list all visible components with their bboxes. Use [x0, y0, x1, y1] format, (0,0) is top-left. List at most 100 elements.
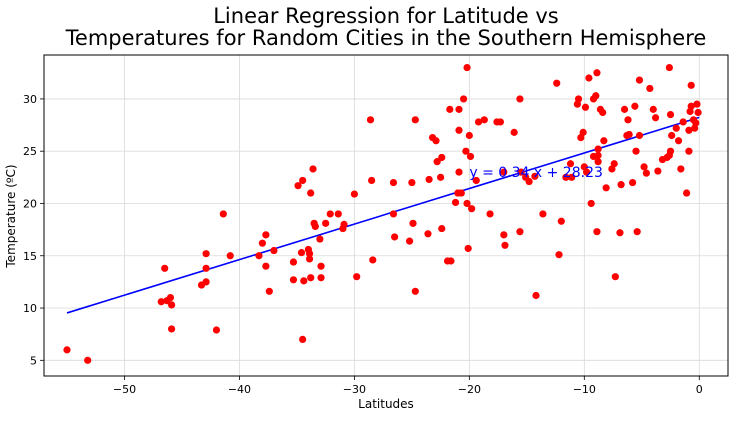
data-point — [446, 105, 454, 113]
data-point — [649, 105, 657, 113]
data-point — [350, 190, 358, 198]
x-tick-label: 0 — [696, 383, 703, 396]
data-point — [610, 160, 618, 168]
data-point — [635, 131, 644, 140]
regression-layer — [66, 116, 700, 314]
data-point — [322, 219, 330, 227]
data-point — [447, 257, 455, 265]
data-point — [555, 251, 563, 259]
data-point — [63, 346, 71, 354]
data-point — [366, 116, 375, 124]
data-point — [455, 105, 463, 113]
data-point — [309, 165, 317, 173]
data-point — [594, 145, 602, 153]
data-point — [635, 76, 644, 84]
data-point — [305, 255, 314, 263]
data-point — [579, 128, 587, 136]
data-point — [465, 131, 473, 140]
data-point — [305, 250, 314, 258]
data-point — [510, 128, 518, 136]
data-point — [161, 264, 169, 272]
data-point — [168, 325, 176, 333]
data-point — [300, 277, 308, 285]
data-point — [583, 168, 591, 176]
data-point — [581, 103, 590, 111]
data-point — [553, 79, 561, 87]
data-point — [202, 250, 210, 258]
data-point — [592, 92, 600, 100]
data-point — [594, 158, 602, 166]
data-point — [369, 256, 377, 264]
data-point — [463, 63, 471, 72]
data-point — [568, 173, 576, 181]
regression-line — [66, 116, 700, 314]
data-point — [464, 244, 472, 253]
data-point — [307, 189, 315, 197]
data-point — [665, 63, 673, 72]
data-point — [672, 124, 680, 132]
data-point — [391, 233, 399, 241]
x-axis-title: Latitudes — [358, 397, 414, 411]
data-points-layer — [63, 63, 702, 364]
data-point — [562, 173, 570, 181]
data-point — [632, 147, 640, 155]
data-point — [501, 241, 509, 249]
data-point — [202, 278, 210, 286]
data-point — [432, 137, 440, 145]
data-point — [625, 130, 633, 139]
y-tick-label: 5 — [30, 354, 37, 367]
data-point — [666, 147, 675, 155]
data-point — [166, 293, 175, 302]
data-point — [340, 220, 348, 228]
data-point — [616, 229, 624, 237]
x-axis: −50 −40 −30 −20 −10 0 — [113, 376, 703, 396]
data-point — [525, 177, 533, 186]
data-point — [687, 102, 695, 110]
data-point — [593, 228, 601, 236]
data-point — [611, 273, 619, 281]
data-point — [317, 262, 325, 270]
data-point — [640, 163, 648, 171]
data-point — [532, 291, 540, 300]
y-tick-label: 25 — [23, 145, 37, 158]
data-point — [457, 189, 465, 197]
data-point — [212, 326, 221, 334]
data-point — [389, 178, 398, 187]
data-point — [500, 231, 508, 239]
data-point — [84, 356, 92, 364]
data-point — [474, 118, 483, 126]
y-tick-label: 20 — [23, 197, 37, 210]
data-point — [405, 237, 414, 245]
data-point — [685, 126, 693, 134]
data-point — [297, 249, 306, 257]
data-point — [531, 172, 539, 180]
data-point — [317, 274, 325, 282]
data-point — [157, 298, 165, 306]
data-point — [168, 301, 176, 309]
data-point — [258, 239, 267, 247]
y-axis: 5 10 15 20 25 30 — [23, 93, 44, 367]
data-point — [694, 108, 702, 117]
x-tick-label: −10 — [573, 383, 596, 396]
data-point — [270, 246, 278, 255]
y-axis-title: Temperature (ºC) — [4, 164, 18, 268]
data-point — [687, 81, 695, 89]
x-tick-label: −50 — [113, 383, 136, 396]
data-point — [455, 168, 463, 176]
data-point — [411, 116, 419, 124]
data-point — [642, 169, 650, 177]
data-point — [472, 176, 480, 185]
data-point — [334, 210, 342, 218]
data-point — [451, 198, 460, 207]
data-point — [389, 210, 398, 218]
data-point — [438, 224, 446, 233]
data-point — [438, 153, 446, 162]
data-point — [433, 158, 441, 166]
data-point — [353, 273, 361, 281]
data-point — [299, 335, 307, 344]
data-point — [624, 116, 632, 124]
data-point — [585, 74, 593, 82]
data-point — [516, 95, 524, 103]
